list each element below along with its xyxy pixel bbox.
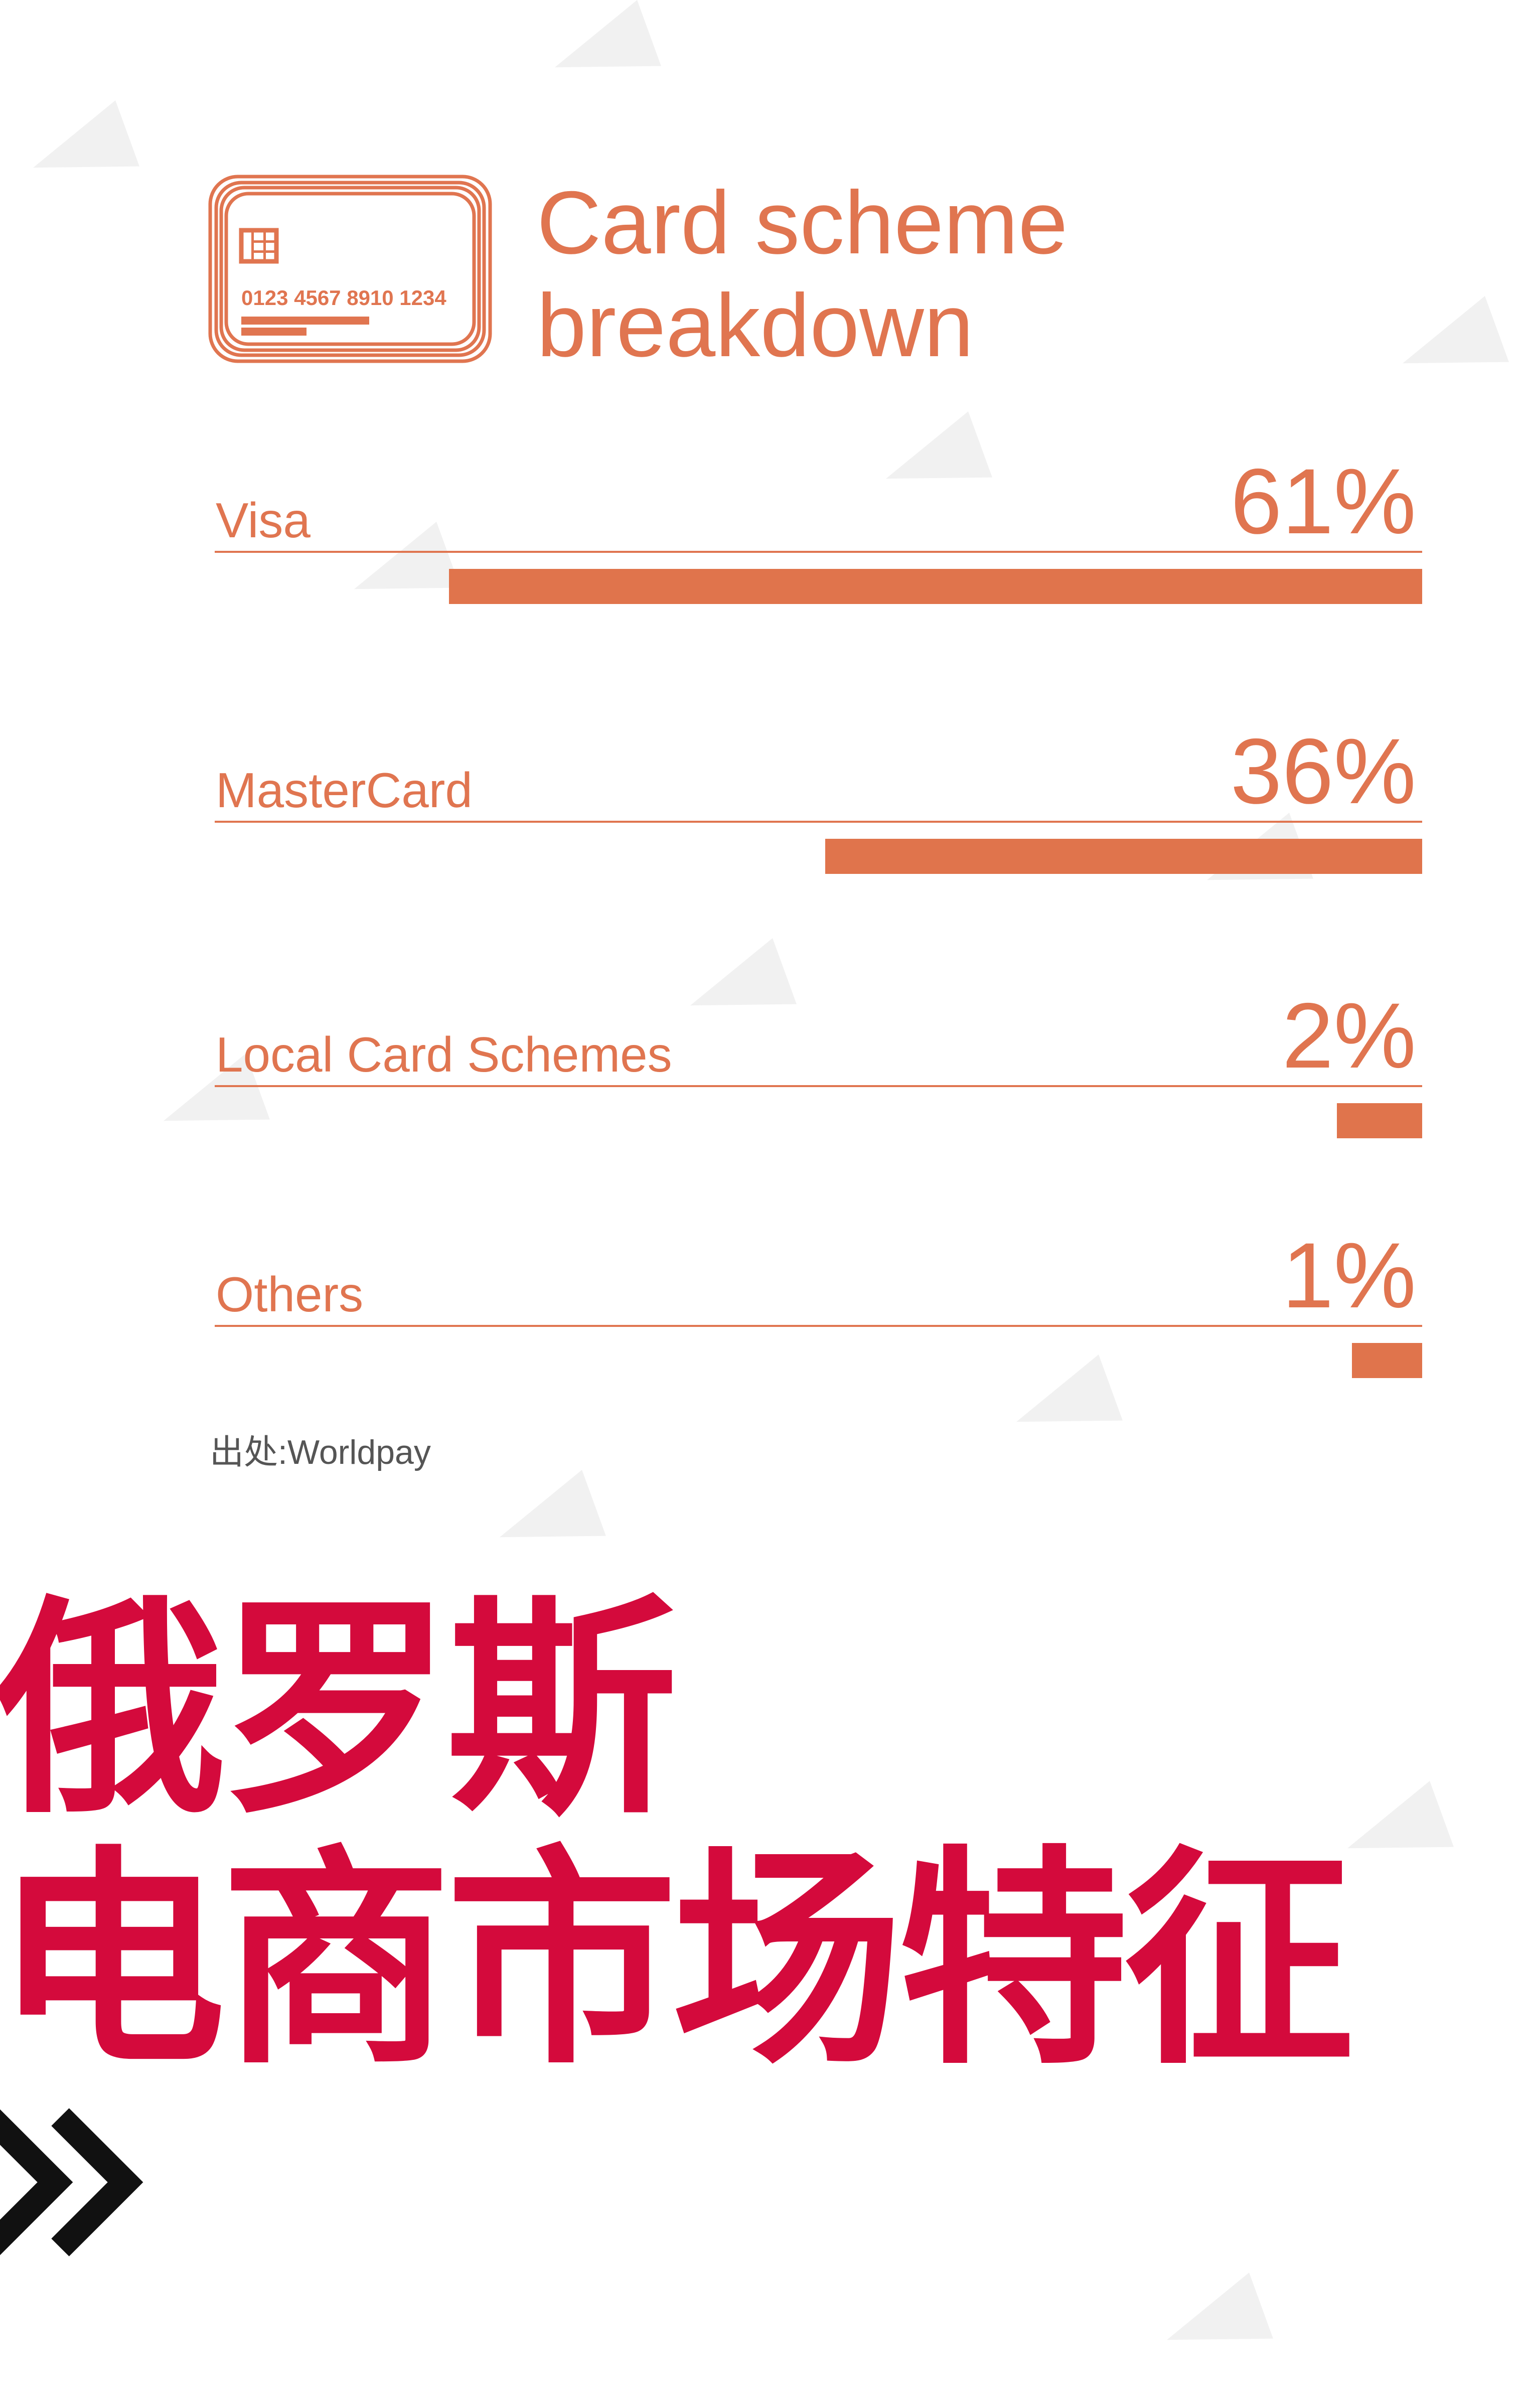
row-divider xyxy=(215,551,1422,553)
watermark-logo-icon xyxy=(488,1470,606,1570)
category-label: Visa xyxy=(216,493,311,548)
bar-mastercard xyxy=(825,839,1422,874)
watermark-logo-icon xyxy=(678,938,797,1038)
row-divider xyxy=(215,1325,1422,1327)
row-divider xyxy=(215,1085,1422,1087)
credit-card-icon: 0123 4567 8910 1234 xyxy=(208,175,492,363)
watermark-logo-icon xyxy=(1004,1354,1123,1455)
category-label: Local Card Schemes xyxy=(216,1027,672,1082)
category-label: Others xyxy=(216,1267,364,1322)
headline-line2: 电商市场特征 xyxy=(0,1833,1354,2090)
watermark-logo-icon xyxy=(1155,2273,1273,2373)
headline-line1: 俄罗斯 xyxy=(0,1582,677,1839)
chart-title-line2: breakdown xyxy=(537,275,974,375)
watermark-logo-icon xyxy=(543,0,661,100)
watermark-logo-icon xyxy=(874,411,992,512)
bar-visa xyxy=(449,569,1422,604)
data-label: 2% xyxy=(1282,984,1416,1088)
double-chevron-right-icon xyxy=(0,2108,143,2256)
watermark-logo-icon xyxy=(342,522,461,622)
source-note: 出处:Worldpay xyxy=(210,1433,431,1471)
watermark-logo-icon xyxy=(1335,1781,1454,1881)
watermark-logo-icon xyxy=(21,100,139,201)
row-divider xyxy=(215,821,1422,823)
card-number: 0123 4567 8910 1234 xyxy=(241,286,446,310)
chart-title-line1: Card scheme xyxy=(537,173,1068,272)
watermark-logo-icon xyxy=(1391,296,1509,396)
data-label: 36% xyxy=(1230,720,1416,823)
data-label: 61% xyxy=(1230,450,1416,553)
bar-others xyxy=(1352,1343,1422,1378)
data-label: 1% xyxy=(1282,1224,1416,1327)
bar-local-card-schemes xyxy=(1337,1103,1422,1138)
category-label: MasterCard xyxy=(216,763,473,818)
